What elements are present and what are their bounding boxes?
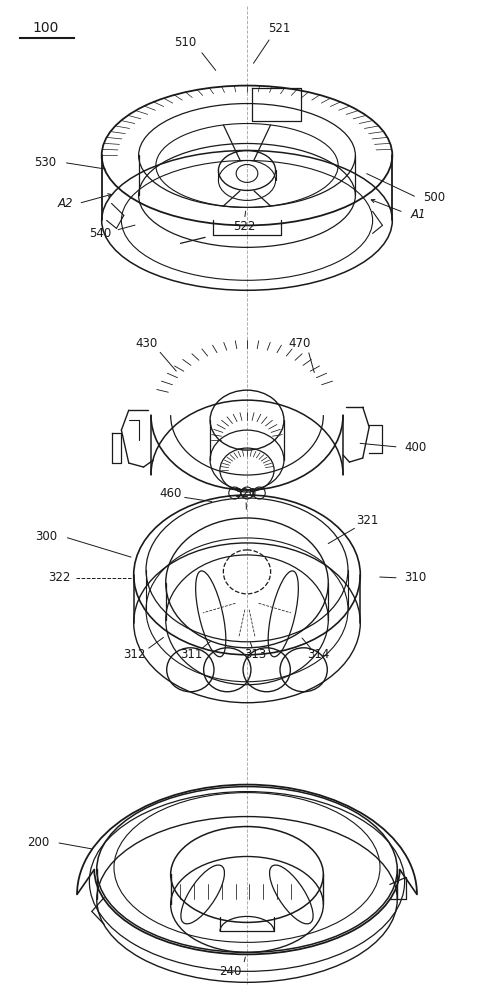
Text: 200: 200 (27, 836, 49, 849)
Text: 521: 521 (268, 22, 290, 35)
Text: 100: 100 (33, 21, 59, 35)
Text: 460: 460 (159, 487, 181, 500)
Text: 430: 430 (135, 337, 158, 350)
Text: 522: 522 (233, 220, 256, 233)
Text: 314: 314 (307, 648, 329, 661)
Text: 321: 321 (357, 514, 379, 527)
Text: 500: 500 (423, 191, 445, 204)
Text: 310: 310 (405, 571, 427, 584)
Text: 322: 322 (48, 571, 71, 584)
Text: 312: 312 (124, 648, 146, 661)
Text: 400: 400 (405, 441, 427, 454)
Text: 510: 510 (174, 36, 197, 49)
Text: 540: 540 (89, 227, 111, 240)
Text: A1: A1 (411, 208, 426, 221)
Text: 530: 530 (34, 156, 56, 169)
Text: 470: 470 (288, 337, 310, 350)
Text: 300: 300 (35, 530, 57, 543)
Text: 320: 320 (234, 487, 256, 500)
Text: A2: A2 (58, 197, 74, 210)
Text: 311: 311 (181, 648, 203, 661)
Text: 313: 313 (244, 648, 266, 661)
Text: 240: 240 (219, 965, 242, 978)
